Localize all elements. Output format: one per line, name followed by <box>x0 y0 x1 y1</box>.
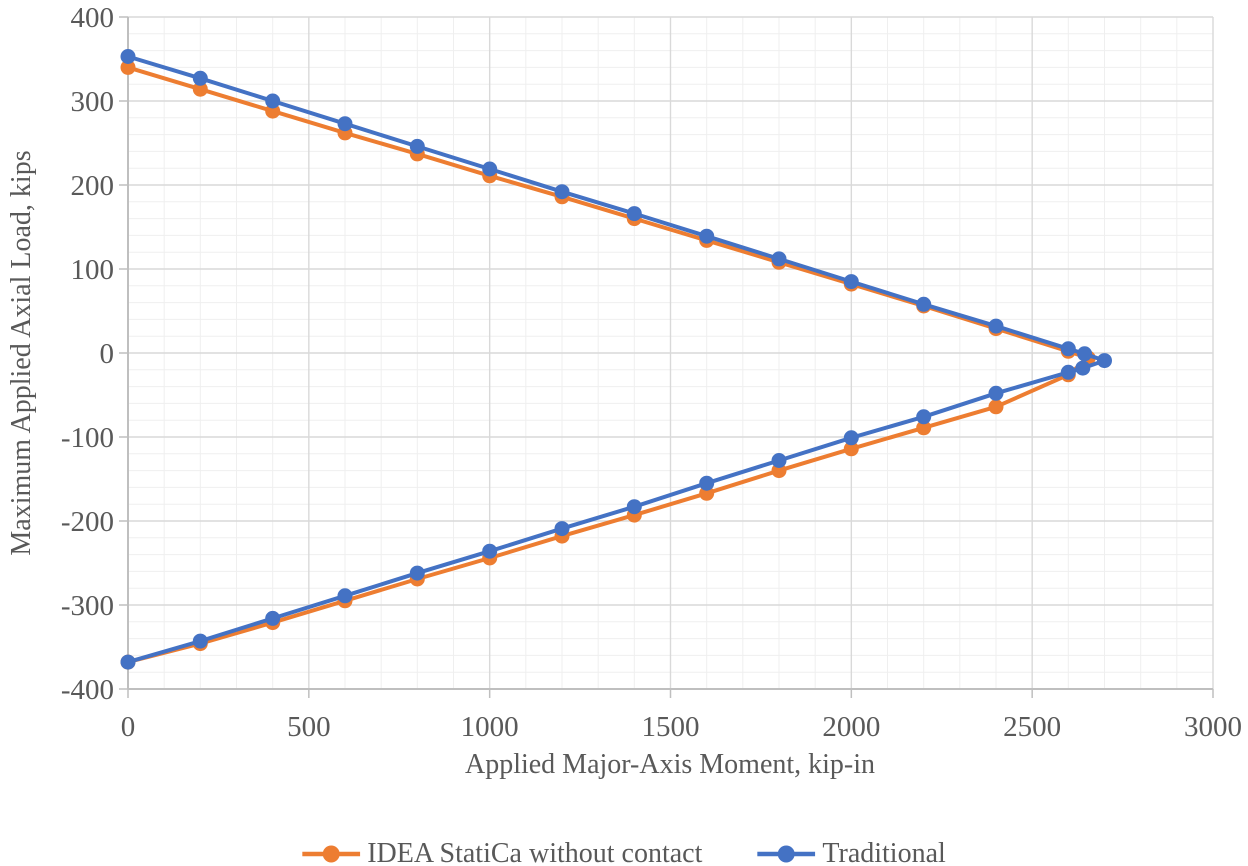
series-marker-1 <box>482 543 498 559</box>
series-marker-1 <box>554 184 570 200</box>
y-tick-label: 0 <box>100 338 115 370</box>
interaction-diagram-plot: 0 500 1000 1500 2000 2500 30004003002001000-10… <box>61 2 1242 743</box>
series-marker-1 <box>1077 346 1093 362</box>
x-tick-label: 1500 <box>642 711 700 743</box>
series-marker-1 <box>337 588 353 604</box>
series-marker-1 <box>554 521 570 537</box>
x-axis-title: Applied Major-Axis Moment, kip-in <box>464 749 876 780</box>
series-marker-1 <box>699 475 715 491</box>
series-marker-0 <box>916 420 932 436</box>
y-tick-label: 400 <box>71 2 115 34</box>
series-marker-1 <box>1060 341 1076 357</box>
series-marker-1 <box>120 49 136 64</box>
y-tick-label: -200 <box>61 506 114 538</box>
series-marker-1 <box>409 138 425 154</box>
legend-label-traditional: Traditional <box>822 838 946 866</box>
x-tick-label: 500 <box>287 711 331 743</box>
series-marker-0 <box>120 59 136 75</box>
series-marker-1 <box>916 296 932 312</box>
series-marker-1 <box>265 93 281 109</box>
series-marker-1 <box>192 633 208 649</box>
series-marker-1 <box>482 161 498 177</box>
series-marker-1 <box>337 116 353 132</box>
series-marker-1 <box>771 453 787 468</box>
series-marker-1 <box>1075 360 1091 376</box>
y-tick-label: 200 <box>71 170 115 202</box>
series-marker-1 <box>626 499 642 515</box>
series-marker-1 <box>265 610 281 626</box>
series-marker-1 <box>988 385 1004 401</box>
y-tick-label: 300 <box>71 86 115 118</box>
y-tick-label: -100 <box>61 422 114 454</box>
series-marker-1 <box>1097 353 1112 369</box>
legend: IDEA StatiCa without contact Traditional <box>302 838 946 866</box>
series-marker-1 <box>988 318 1004 334</box>
x-tick-label: 0 <box>121 711 136 743</box>
series-marker-1 <box>843 430 859 446</box>
y-tick-label: -300 <box>61 590 114 622</box>
legend-item-traditional: Traditional <box>757 838 946 866</box>
x-tick-label: 1000 <box>461 711 519 743</box>
x-tick-label: 2500 <box>1003 711 1061 743</box>
series-marker-1 <box>771 251 787 267</box>
legend-label-idea-statica: IDEA StatiCa without contact <box>367 838 703 866</box>
series-line-0 <box>127 65 1091 665</box>
series-marker-1 <box>409 565 425 581</box>
y-axis-title: Maximum Applied Axial Load, kips <box>6 150 37 556</box>
legend-line-marker-icon-blue <box>757 845 816 863</box>
y-tick-label: -400 <box>61 674 114 706</box>
x-tick-label: 2000 <box>822 711 880 743</box>
y-tick-label: 100 <box>71 254 115 286</box>
series-marker-1 <box>1060 364 1076 380</box>
legend-item-idea-statica: IDEA StatiCa without contact <box>302 838 702 866</box>
series-marker-1 <box>699 228 715 244</box>
x-tick-label: 3000 <box>1184 711 1242 743</box>
legend-line-marker-icon-orange <box>302 845 361 863</box>
series-marker-0 <box>192 81 208 97</box>
series-marker-1 <box>843 274 859 290</box>
series-marker-1 <box>120 654 136 670</box>
series-marker-1 <box>192 70 208 86</box>
series-marker-0 <box>843 441 859 457</box>
series-marker-1 <box>626 206 642 222</box>
series-marker-0 <box>988 399 1004 415</box>
series-marker-1 <box>916 409 932 425</box>
